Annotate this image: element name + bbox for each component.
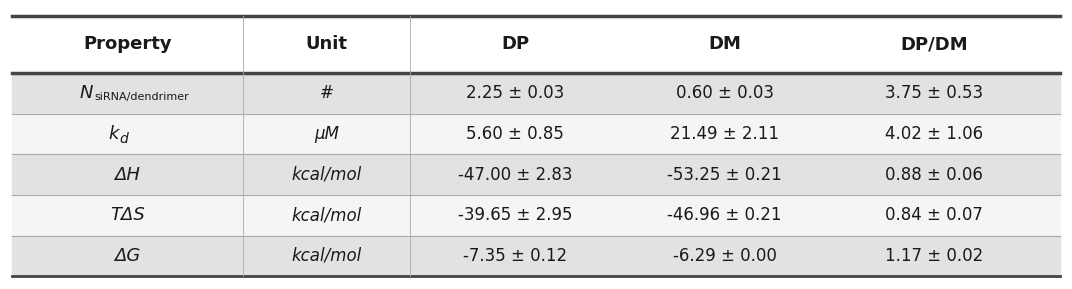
Bar — [12, 73, 1060, 114]
Text: kcal/mol: kcal/mol — [292, 166, 361, 184]
Text: N: N — [79, 84, 93, 102]
Text: -7.35 ± 0.12: -7.35 ± 0.12 — [463, 247, 567, 265]
Bar — [12, 16, 1060, 73]
Bar — [12, 154, 1060, 195]
Text: Unit: Unit — [306, 35, 347, 53]
Text: kcal/mol: kcal/mol — [292, 247, 361, 265]
Text: Property: Property — [83, 35, 172, 53]
Text: TΔS: TΔS — [110, 206, 145, 224]
Text: ΔH: ΔH — [115, 166, 140, 184]
Text: DP: DP — [501, 35, 530, 53]
Text: d: d — [120, 132, 129, 146]
Text: k: k — [108, 125, 119, 143]
Text: 3.75 ± 0.53: 3.75 ± 0.53 — [885, 84, 983, 102]
Text: 2.25 ± 0.03: 2.25 ± 0.03 — [466, 84, 564, 102]
Text: μM: μM — [314, 125, 339, 143]
Text: 5.60 ± 0.85: 5.60 ± 0.85 — [466, 125, 564, 143]
Bar — [12, 195, 1060, 236]
Text: #: # — [319, 84, 333, 102]
Text: DP/DM: DP/DM — [900, 35, 968, 53]
Text: 21.49 ± 2.11: 21.49 ± 2.11 — [670, 125, 779, 143]
Text: -6.29 ± 0.00: -6.29 ± 0.00 — [672, 247, 776, 265]
Text: 0.84 ± 0.07: 0.84 ± 0.07 — [885, 206, 983, 224]
Text: 0.88 ± 0.06: 0.88 ± 0.06 — [885, 166, 983, 184]
Text: DM: DM — [709, 35, 741, 53]
Bar — [12, 114, 1060, 154]
Bar — [12, 236, 1060, 276]
Text: -47.00 ± 2.83: -47.00 ± 2.83 — [458, 166, 572, 184]
Text: ΔG: ΔG — [114, 247, 140, 265]
Text: siRNA/dendrimer: siRNA/dendrimer — [94, 92, 189, 102]
Text: -53.25 ± 0.21: -53.25 ± 0.21 — [667, 166, 781, 184]
Text: 1.17 ± 0.02: 1.17 ± 0.02 — [885, 247, 983, 265]
Text: 4.02 ± 1.06: 4.02 ± 1.06 — [885, 125, 983, 143]
Text: kcal/mol: kcal/mol — [292, 206, 361, 224]
Text: 0.60 ± 0.03: 0.60 ± 0.03 — [675, 84, 774, 102]
Text: -39.65 ± 2.95: -39.65 ± 2.95 — [458, 206, 572, 224]
Text: -46.96 ± 0.21: -46.96 ± 0.21 — [668, 206, 781, 224]
